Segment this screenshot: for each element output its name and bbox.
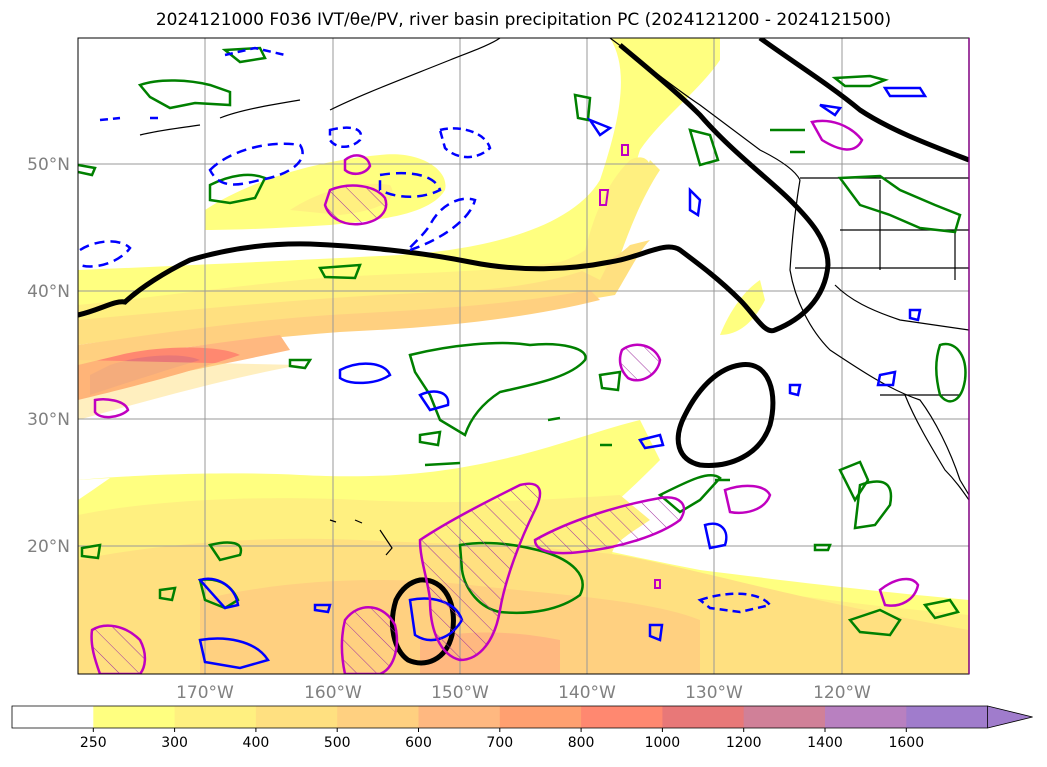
colorbar-tick-label: 1200 <box>726 735 762 751</box>
colorbar-tick-label: 1600 <box>888 735 924 751</box>
colorbar-tick-label: 700 <box>486 735 513 751</box>
colorbar-tick-label: 1400 <box>807 735 843 751</box>
lat-labels: 50°N 40°N 30°N 20°N <box>27 155 70 557</box>
thick-black-contours <box>78 38 969 666</box>
colorbar-segment <box>743 706 826 728</box>
colorbar-tick-label: 400 <box>243 735 270 751</box>
lat-label-20: 20°N <box>27 537 70 557</box>
colorbar-tick-label: 600 <box>405 735 432 751</box>
colorbar-segment <box>418 706 501 728</box>
lat-label-50: 50°N <box>27 155 70 175</box>
colorbar-segment <box>12 706 94 728</box>
lon-label-150w: 150°W <box>431 683 489 703</box>
lon-label-160w: 160°W <box>304 683 362 703</box>
colorbar-extend-arrow <box>987 705 1033 729</box>
map-area <box>78 38 969 674</box>
colorbar-tick-label: 1000 <box>645 735 681 751</box>
colorbar-segment <box>337 706 419 728</box>
colorbar-segment <box>93 706 176 728</box>
lon-label-140w: 140°W <box>558 683 616 703</box>
colorbar-segment <box>825 706 907 728</box>
lon-label-130w: 130°W <box>685 683 743 703</box>
colorbar-segment <box>499 706 582 728</box>
colorbar-segment <box>906 706 989 728</box>
blue-contours <box>79 46 928 670</box>
lon-label-120w: 120°W <box>813 683 871 703</box>
colorbar-segment <box>174 706 257 728</box>
figure-title: 2024121000 F036 IVT/θe/PV, river basin p… <box>155 10 892 30</box>
magenta-contours <box>90 119 920 674</box>
colorbar: 250 300 400 500 600 700 800 1000 1200 1400 1600 <box>11 705 1033 751</box>
colorbar-segment <box>581 706 663 728</box>
lon-label-170w: 170°W <box>176 683 234 703</box>
lat-label-30: 30°N <box>27 410 70 430</box>
colorbar-tick-label: 800 <box>568 735 595 751</box>
colorbar-segment <box>255 706 338 728</box>
colorbar-tick-label: 500 <box>324 735 351 751</box>
lon-labels: 170°W 160°W 150°W 140°W 130°W 120°W <box>176 683 871 703</box>
colorbar-segment <box>662 706 745 728</box>
colorbar-tick-label: 250 <box>80 735 107 751</box>
gridlines <box>78 38 969 674</box>
lat-label-40: 40°N <box>27 282 70 302</box>
colorbar-tick-label: 300 <box>161 735 188 751</box>
